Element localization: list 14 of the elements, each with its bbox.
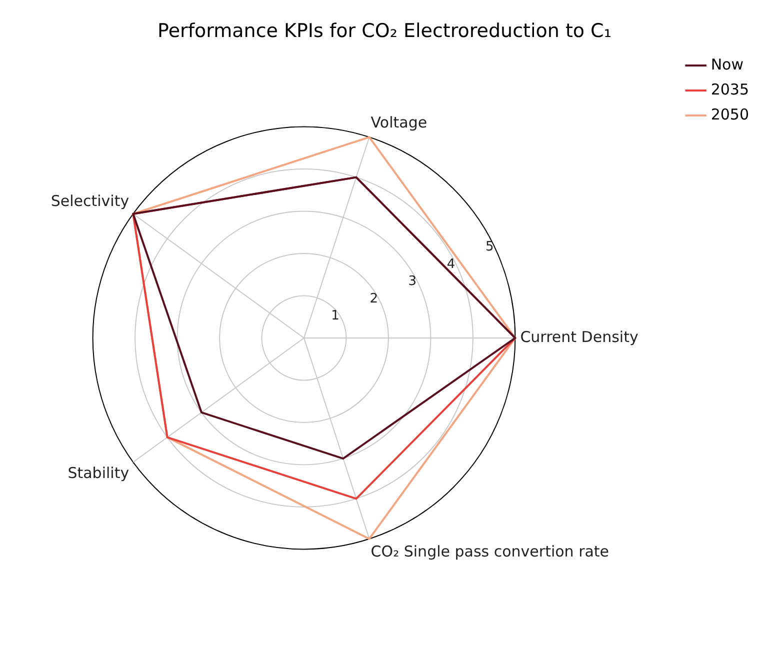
y-tick-label: 4 bbox=[446, 256, 456, 272]
y-tick-label: 1 bbox=[331, 308, 340, 324]
legend-label: Now bbox=[710, 55, 744, 74]
spoke-label: CO₂ Single pass convertion rate bbox=[370, 542, 610, 561]
y-tick-label: 5 bbox=[485, 240, 494, 255]
spoke-label: Stability bbox=[68, 464, 130, 482]
chart-title: Performance KPIs for CO₂ Electroreduction to C₁ bbox=[156, 20, 612, 44]
spoke-label: Selectivity bbox=[50, 192, 130, 210]
legend-label: 2050 bbox=[710, 105, 750, 124]
spoke-label: Voltage bbox=[370, 113, 428, 132]
y-tick-label: 2 bbox=[370, 291, 378, 306]
legend-label: 2035 bbox=[710, 80, 750, 98]
y-tick-label: 3 bbox=[408, 274, 417, 290]
spoke-label: Current Density bbox=[520, 328, 638, 346]
